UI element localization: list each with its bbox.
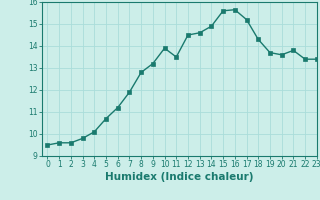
X-axis label: Humidex (Indice chaleur): Humidex (Indice chaleur) <box>105 172 253 182</box>
